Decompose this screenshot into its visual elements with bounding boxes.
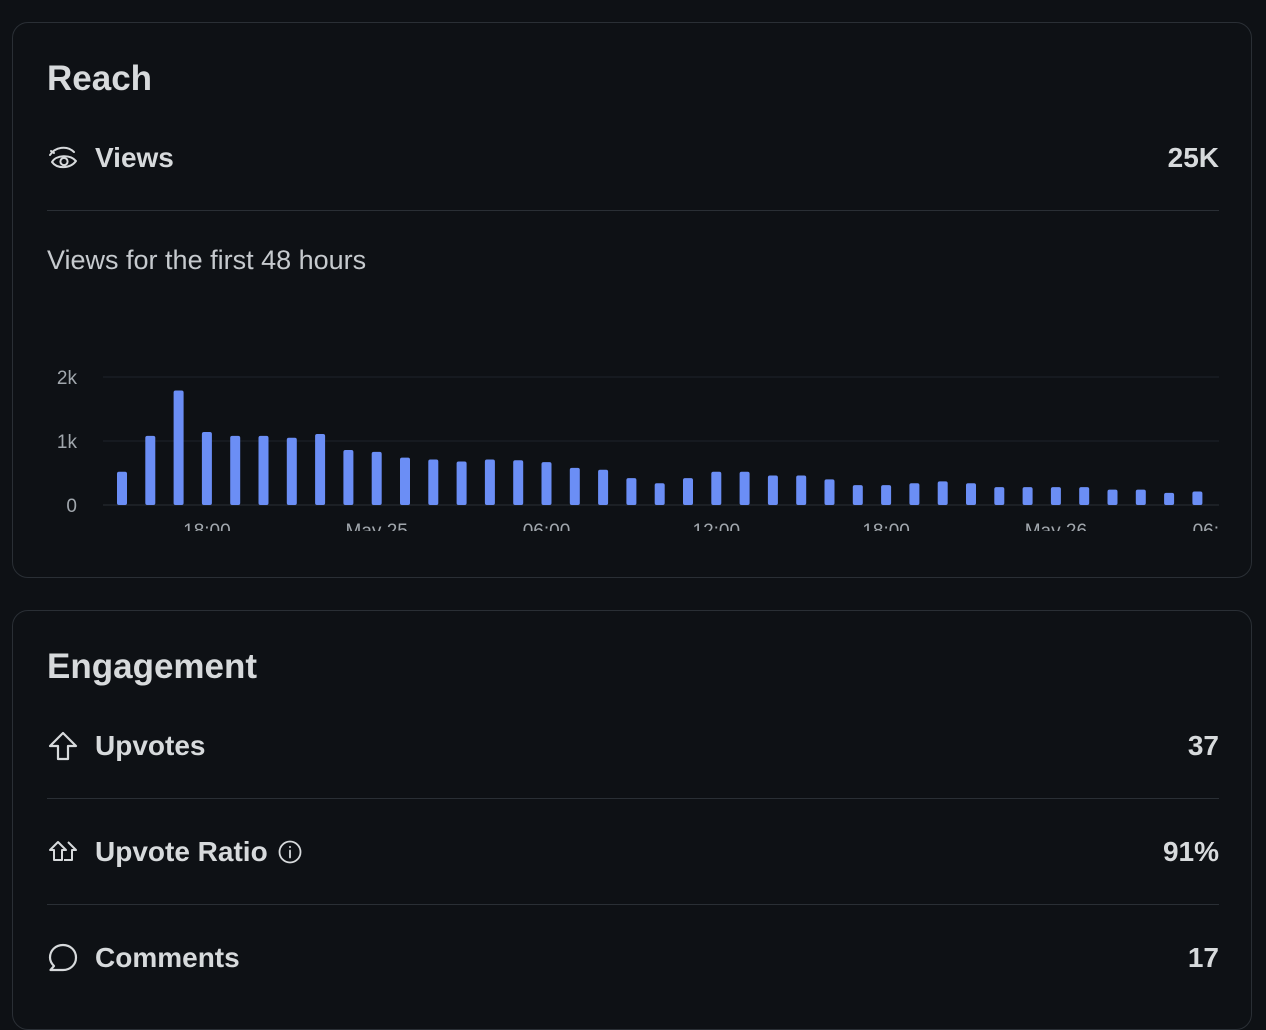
arrow-up-outline-icon — [47, 730, 79, 762]
chart-bar[interactable] — [1107, 489, 1118, 505]
engagement-card: Engagement Upvotes 37 Upvote Ratio — [12, 610, 1252, 1030]
chart-bar[interactable] — [824, 479, 835, 505]
chart-bar[interactable] — [1022, 487, 1033, 505]
chart-bar[interactable] — [173, 390, 184, 505]
chart-bar[interactable] — [258, 435, 269, 505]
chart-bar[interactable] — [626, 478, 637, 505]
x-tick-label: 18:00 — [183, 521, 231, 531]
reach-card: Reach Views 25K Views for the first 48 h… — [12, 22, 1252, 578]
views-value: 25K — [1167, 141, 1219, 173]
upvote-ratio-value: 91% — [1162, 835, 1219, 867]
y-tick-label: 1k — [57, 432, 78, 453]
chart-bar[interactable] — [937, 481, 948, 505]
chart-bar[interactable] — [1164, 492, 1175, 505]
views-chart: 0 1k 2k 18:00 May 25 06:00 12:00 18:00 May 26 06: — [57, 368, 1219, 531]
chart-bar[interactable] — [852, 485, 863, 505]
upvotes-label: Upvotes — [95, 729, 206, 761]
chart-bar[interactable] — [569, 467, 580, 505]
chart-bar[interactable] — [994, 487, 1005, 505]
x-tick-label: May 25 — [346, 521, 408, 531]
chart-bar[interactable] — [484, 459, 495, 505]
engagement-title: Engagement — [47, 647, 258, 686]
chart-bar[interactable] — [881, 485, 892, 505]
speech-bubble-icon — [47, 942, 79, 974]
chart-bar[interactable] — [598, 469, 609, 505]
comments-label: Comments — [95, 942, 240, 973]
reach-title: Reach — [47, 59, 153, 98]
chart-bar[interactable] — [711, 471, 722, 505]
x-tick-label: 06: — [1193, 521, 1219, 531]
comments-value: 17 — [1187, 942, 1219, 973]
chart-bar[interactable] — [966, 483, 976, 505]
chart-subtitle: Views for the first 48 hours — [47, 245, 367, 275]
upvote-ratio-label: Upvote Ratio — [95, 835, 268, 867]
y-tick-label: 2k — [57, 368, 78, 389]
chart-bar[interactable] — [513, 460, 524, 505]
chart-bar[interactable] — [343, 449, 354, 505]
views-row: Views 25K — [47, 105, 1219, 211]
chart-bar[interactable] — [909, 483, 920, 505]
chart-bar[interactable] — [428, 459, 439, 505]
chart-bar[interactable] — [286, 437, 297, 505]
x-tick-label: 06:00 — [523, 521, 571, 531]
chart-bar[interactable] — [1135, 489, 1146, 505]
chart-bar[interactable] — [400, 457, 410, 505]
info-circle-icon[interactable] — [278, 840, 302, 864]
chart-bar[interactable] — [654, 483, 665, 505]
upvotes-row: Upvotes 37 — [47, 693, 1219, 799]
comments-row: Comments 17 — [47, 905, 1219, 1011]
chart-bar[interactable] — [117, 471, 127, 505]
x-tick-label: May 26 — [1025, 521, 1087, 531]
views-label: Views — [95, 141, 174, 173]
chart-bar[interactable] — [230, 435, 241, 505]
chart-bar[interactable] — [456, 461, 467, 505]
upvote-ratio-row: Upvote Ratio 91% — [47, 799, 1219, 905]
chart-bar[interactable] — [315, 433, 326, 505]
chart-bar[interactable] — [541, 462, 552, 505]
chart-bar[interactable] — [1079, 487, 1090, 505]
chart-bar[interactable] — [796, 475, 807, 505]
chart-bar[interactable] — [145, 435, 156, 505]
double-arrow-up-icon — [47, 836, 79, 868]
x-tick-label: 18:00 — [862, 521, 910, 531]
chart-bar[interactable] — [683, 478, 693, 505]
chart-bar[interactable] — [1050, 487, 1061, 505]
x-tick-label: 12:00 — [693, 521, 741, 531]
y-tick-label: 0 — [66, 496, 77, 517]
upvotes-value: 37 — [1187, 729, 1219, 761]
chart-bar[interactable] — [767, 475, 778, 505]
chart-bar[interactable] — [739, 471, 750, 505]
chart-bar[interactable] — [201, 432, 212, 505]
eye-icon — [47, 142, 79, 174]
chart-bar[interactable] — [1192, 491, 1203, 505]
chart-bar[interactable] — [371, 451, 382, 505]
